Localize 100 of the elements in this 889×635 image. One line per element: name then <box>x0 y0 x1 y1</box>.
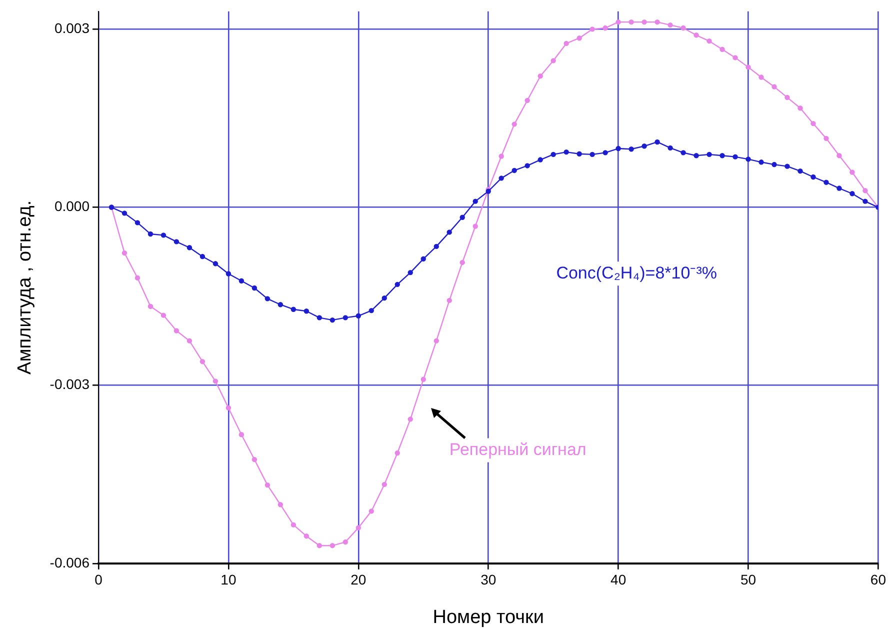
point <box>498 154 504 159</box>
point <box>550 58 556 64</box>
point <box>148 304 154 309</box>
point <box>174 239 180 244</box>
point <box>330 542 336 548</box>
point <box>160 312 166 318</box>
point <box>394 282 400 288</box>
point <box>316 542 322 548</box>
point <box>460 214 465 220</box>
point <box>434 338 439 344</box>
point <box>368 308 374 314</box>
point <box>720 46 725 52</box>
point <box>226 405 232 410</box>
point <box>862 198 868 204</box>
point <box>446 230 452 235</box>
point <box>706 152 712 158</box>
point <box>134 220 140 226</box>
y-tick-label: -0.006 <box>50 554 90 570</box>
point <box>212 378 218 384</box>
point <box>668 22 673 28</box>
point <box>576 151 582 156</box>
point <box>498 176 504 181</box>
point <box>382 295 387 301</box>
x-tick-label: 20 <box>350 572 366 588</box>
y-tick-label: -0.003 <box>50 376 90 392</box>
point <box>628 19 634 25</box>
point <box>590 26 595 32</box>
y-tick-label: 0.003 <box>54 20 90 36</box>
x-tick-label: 30 <box>480 572 496 588</box>
point <box>550 152 556 158</box>
point <box>252 285 258 291</box>
point <box>252 456 258 462</box>
point <box>134 275 140 281</box>
point <box>122 210 128 216</box>
point <box>290 306 296 312</box>
point <box>628 146 634 152</box>
point <box>746 156 751 162</box>
point <box>524 98 530 104</box>
point <box>304 308 310 314</box>
point <box>836 186 842 191</box>
point <box>798 106 803 111</box>
point <box>602 25 608 31</box>
point <box>316 315 322 320</box>
point <box>798 168 803 174</box>
x-tick-label: 10 <box>220 572 236 588</box>
point <box>732 154 738 160</box>
point <box>746 64 751 70</box>
point <box>148 231 154 237</box>
point <box>680 25 686 31</box>
point <box>694 32 699 38</box>
point <box>576 36 582 41</box>
point <box>382 482 387 488</box>
annotation: Реперный сигнал <box>449 440 586 459</box>
point <box>342 539 348 545</box>
point <box>512 168 517 174</box>
y-axis-title: Амплитуда , отн.ед. <box>14 200 36 374</box>
point <box>850 170 855 175</box>
point <box>304 533 310 539</box>
point <box>472 198 478 204</box>
point <box>434 244 439 250</box>
point <box>642 19 647 25</box>
point <box>810 120 816 126</box>
point <box>186 245 192 250</box>
x-tick-label: 40 <box>610 572 626 588</box>
point <box>264 482 270 488</box>
point <box>654 19 660 25</box>
point <box>836 153 842 158</box>
point <box>850 191 855 196</box>
annotation: Conc(C₂H₄)=8*10⁻³% <box>556 263 717 282</box>
point <box>824 136 829 142</box>
point <box>564 40 569 46</box>
point <box>368 508 374 514</box>
point <box>616 19 621 25</box>
point <box>694 153 699 158</box>
point <box>720 153 725 158</box>
point <box>564 149 569 155</box>
point <box>226 271 232 276</box>
point <box>824 180 829 185</box>
point <box>772 162 777 168</box>
point <box>278 502 284 508</box>
point <box>732 55 738 60</box>
point <box>212 261 218 266</box>
point <box>590 152 595 158</box>
point <box>654 139 660 145</box>
point <box>408 416 413 422</box>
point <box>758 160 764 165</box>
point <box>174 328 180 334</box>
point <box>186 338 192 344</box>
point <box>420 256 426 262</box>
point <box>758 74 764 80</box>
point <box>238 432 244 438</box>
point <box>668 145 673 151</box>
point <box>784 94 790 100</box>
x-axis-title: Номер точки <box>432 606 544 628</box>
point <box>616 146 621 152</box>
point <box>512 122 517 127</box>
point <box>420 376 426 382</box>
y-tick-label: 0.000 <box>54 198 90 214</box>
point <box>408 270 413 276</box>
x-tick-label: 0 <box>94 572 103 588</box>
